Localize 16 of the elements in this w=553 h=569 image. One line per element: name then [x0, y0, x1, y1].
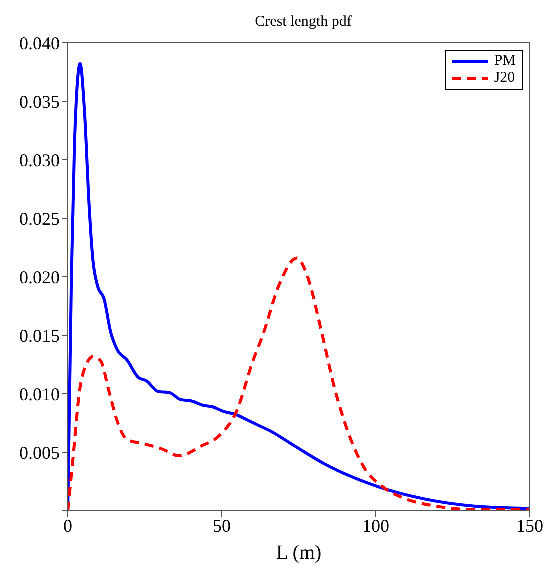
y-tick-label: 0.030: [20, 150, 60, 170]
y-tick-label: 0.020: [20, 267, 60, 288]
legend-label: J20: [494, 70, 516, 87]
x-tick-label: 150: [516, 516, 544, 536]
chart-title: Crest length pdf: [254, 14, 353, 31]
y-tick-label: 0.035: [20, 92, 60, 112]
x-tick-label: 0: [64, 516, 72, 536]
y-tick-label: 0.010: [20, 384, 60, 404]
x-tick-label: 100: [362, 516, 390, 536]
x-axis-title: L (m): [276, 542, 322, 564]
y-tick-label: 0.015: [20, 326, 60, 346]
legend-label: PM: [494, 53, 516, 70]
y-tick-label: 0.040: [20, 33, 60, 54]
x-tick-label: 50: [213, 516, 231, 536]
y-tick-label: 0.025: [20, 208, 60, 229]
y-tick-label: 0.005: [20, 442, 60, 463]
